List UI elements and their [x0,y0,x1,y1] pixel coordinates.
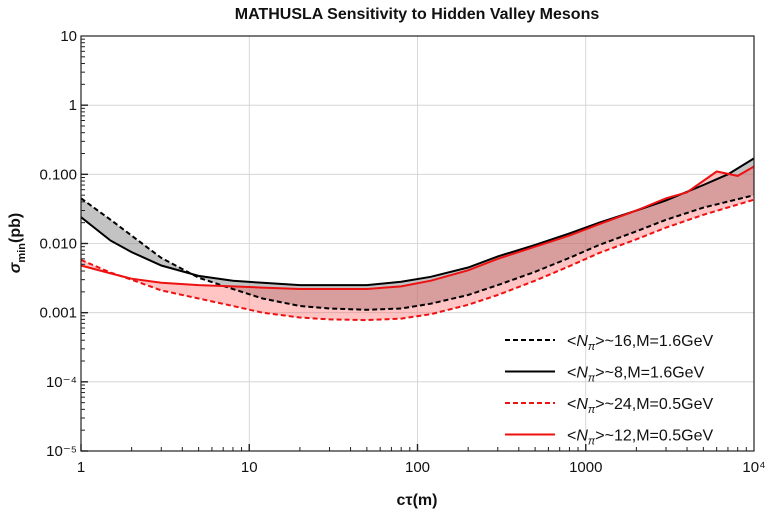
y-tick-label: 0.100 [39,166,77,183]
x-tick-label: 100 [405,459,430,476]
x-tick-label: 10 [241,459,258,476]
chart-title: MATHUSLA Sensitivity to Hidden Valley Me… [235,6,600,23]
x-tick-label: 10⁴ [742,459,765,476]
series-line-4 [80,165,755,290]
x-tick-label: 1000 [569,459,602,476]
y-tick-label: 1 [69,97,77,114]
legend-label-3: <Nπ>~24,M=0.5GeV [567,396,713,416]
y-tick-label: 10⁻⁴ [46,374,77,391]
legend: <Nπ>~16,M=1.6GeV <Nπ>~8,M=1.6GeV <Nπ>~24,M… [505,333,713,448]
y-axis-label: σmin(pb) [7,213,28,273]
legend-label-2: <Nπ>~8,M=1.6GeV [567,365,705,385]
series-line-1 [80,194,755,311]
legend-label-1: <Nπ>~16,M=1.6GeV [567,333,713,353]
x-axis: 1 10 100 1000 10⁴ [77,444,766,476]
series-line-3 [80,198,755,322]
band-2 [81,166,754,321]
y-axis: 10⁻⁵ 10⁻⁴ 0.001 0.010 0.100 1 10 [39,28,88,460]
y-tick-label: 0.001 [39,305,77,322]
series-lines [80,157,755,322]
x-axis-label: cτ(m) [397,492,438,509]
x-tick-label: 1 [77,459,85,476]
grid-lines [80,35,755,452]
y-tick-label: 0.010 [39,236,77,253]
y-tick-label: 10⁻⁵ [46,443,77,460]
legend-label-4: <Nπ>~12,M=0.5GeV [567,428,713,448]
y-tick-label: 10 [60,28,77,45]
